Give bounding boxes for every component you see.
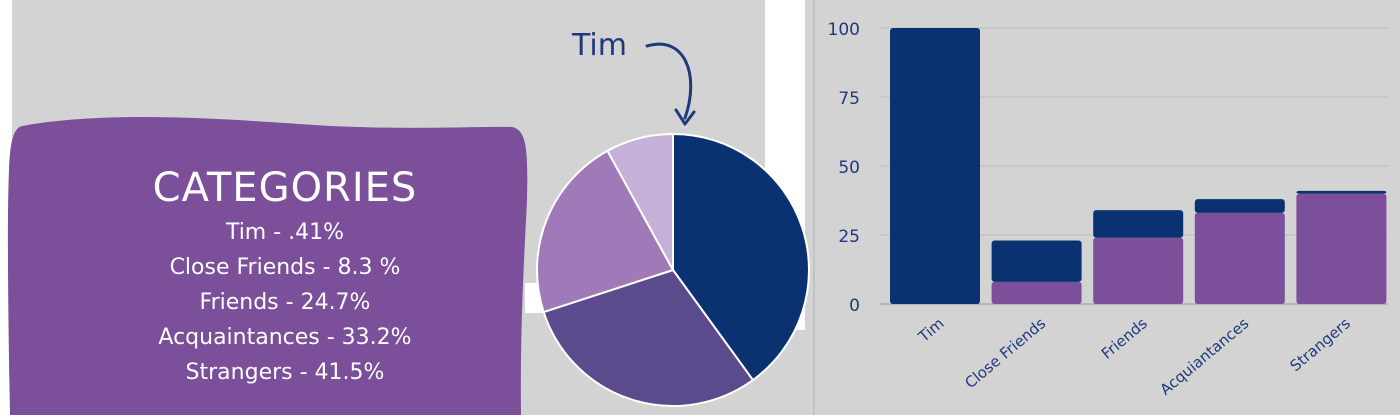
category-item-friends: Friends - 24.7% (199, 290, 371, 315)
y-tick-label: 100 (828, 20, 860, 40)
x-tick-label: Close Friends (961, 314, 1049, 392)
bar-chart-bars (890, 28, 1387, 304)
bar-segment (1093, 210, 1184, 238)
categories-panel-shape (7, 117, 528, 415)
curved-arrow-icon (645, 42, 693, 120)
pie-slice (536, 149, 675, 314)
bar-segment (1093, 237, 1184, 304)
x-tick-label: Friends (1098, 314, 1151, 363)
y-tick-label: 25 (838, 227, 860, 247)
pie-slice (606, 132, 674, 271)
arrow-head-icon (674, 108, 696, 126)
bar-segment (1194, 212, 1285, 304)
category-item-acquaintances: Acquaintances - 33.2% (158, 325, 412, 350)
category-item-strangers: Strangers - 41.5% (185, 360, 385, 385)
y-tick-label: 75 (838, 89, 860, 109)
x-tick-label: Acquiantances (1157, 314, 1253, 399)
bar-chart-x-axis: Tim Close Friends Friends Acquiantances Stra… (914, 314, 1354, 399)
y-tick-label: 50 (838, 158, 860, 178)
y-tick-label: 0 (849, 296, 860, 316)
bar-chart: 0 25 50 75 100 Tim Close Friends Friends Acquia… (828, 20, 1388, 399)
bar-segment (1296, 193, 1387, 304)
bar-segment (991, 240, 1082, 282)
bar-chart-y-axis: 0 25 50 75 100 (828, 20, 860, 316)
category-item-close-friends: Close Friends - 8.3 % (169, 255, 401, 280)
pie-chart-area (7, 42, 810, 415)
bar-segment (890, 28, 980, 304)
bar-segment (991, 281, 1082, 304)
pie-chart (536, 132, 810, 407)
bar-segment (1296, 190, 1387, 194)
x-tick-label: Strangers (1286, 314, 1354, 375)
pie-slice (672, 132, 810, 382)
x-tick-label: Tim (914, 314, 947, 346)
panel-divider (813, 0, 815, 415)
pie-callout-label: Tim (572, 28, 627, 63)
categories-panel: CATEGORIES Tim - .41% Close Friends - 8.… (45, 165, 525, 390)
pie-slice (542, 268, 755, 407)
bar-segment (1194, 199, 1285, 213)
category-item-tim: Tim - .41% (225, 220, 345, 245)
categories-title: CATEGORIES (152, 165, 418, 211)
